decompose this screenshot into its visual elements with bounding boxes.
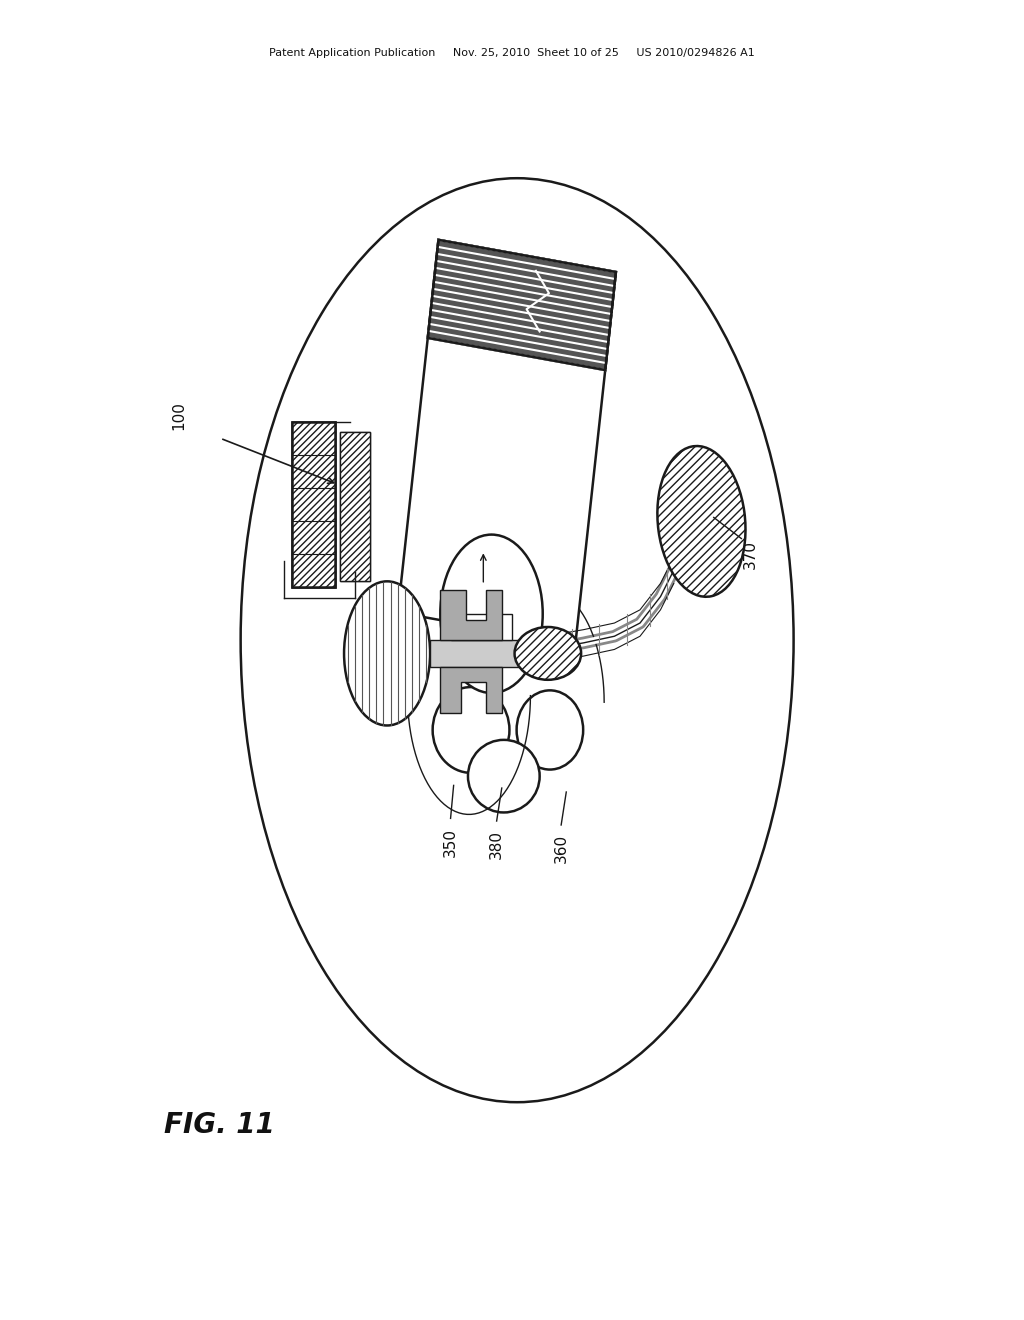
- Text: 360: 360: [554, 834, 568, 863]
- FancyBboxPatch shape: [451, 614, 512, 640]
- Bar: [292, 422, 335, 587]
- Text: FIG. 11: FIG. 11: [164, 1110, 274, 1139]
- Ellipse shape: [657, 446, 745, 597]
- Text: 350: 350: [443, 828, 458, 857]
- Text: 340: 340: [473, 586, 488, 615]
- Ellipse shape: [517, 690, 584, 770]
- Polygon shape: [440, 590, 502, 640]
- Polygon shape: [398, 240, 615, 644]
- Ellipse shape: [440, 535, 543, 693]
- Bar: [340, 433, 370, 581]
- Ellipse shape: [344, 581, 430, 726]
- Polygon shape: [440, 667, 502, 713]
- Ellipse shape: [468, 739, 540, 812]
- Polygon shape: [428, 240, 615, 370]
- Bar: [292, 422, 335, 587]
- Text: Patent Application Publication     Nov. 25, 2010  Sheet 10 of 25     US 2010/029: Patent Application Publication Nov. 25, …: [269, 48, 755, 58]
- Text: 370: 370: [742, 540, 758, 569]
- FancyBboxPatch shape: [430, 640, 563, 667]
- Bar: [340, 433, 370, 581]
- Text: 100: 100: [172, 401, 186, 430]
- Ellipse shape: [514, 627, 582, 680]
- Ellipse shape: [433, 686, 510, 774]
- Text: 380: 380: [489, 830, 504, 859]
